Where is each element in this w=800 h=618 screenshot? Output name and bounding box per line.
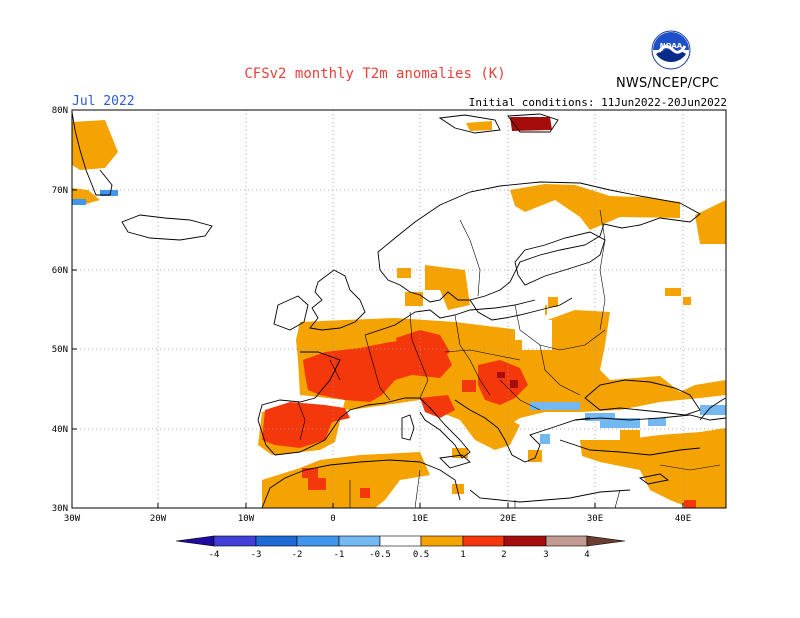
lat-label: 30N: [52, 504, 68, 514]
anomaly-fields: [72, 117, 726, 508]
lon-label: 0: [330, 514, 335, 524]
lon-label: 40E: [675, 514, 691, 524]
colorbar-swatch: [379, 535, 422, 547]
lon-label: 20W: [150, 514, 167, 524]
lon-label: 30E: [587, 514, 603, 524]
latitude-labels: 30N 40N 50N 60N 70N 80N: [52, 106, 68, 514]
axis-ticks: [71, 109, 684, 509]
colorbar-label: -1: [334, 550, 345, 560]
colorbar-swatch: [545, 535, 588, 547]
lon-label: 30W: [64, 514, 81, 524]
graticule: [72, 110, 726, 508]
noaa-logo-icon: NOAA: [651, 30, 691, 70]
agency-label: NWS/NCEP/CPC: [616, 76, 719, 91]
colorbar-label: -2: [292, 550, 303, 560]
longitude-labels: 30W 20W 10W 0 10E 20E 30E 40E: [64, 514, 691, 524]
lat-label: 60N: [52, 266, 68, 276]
lat-label: 70N: [52, 186, 68, 196]
colorbar-label: -0.5: [369, 550, 391, 560]
colorbar-label: 3: [543, 550, 548, 560]
map-frame: [71, 109, 727, 509]
lon-label: 20E: [500, 514, 516, 524]
colorbar-swatch: [255, 535, 298, 547]
lon-label: 10E: [412, 514, 428, 524]
lat-label: 50N: [52, 345, 68, 355]
lat-label: 80N: [52, 106, 68, 116]
colorbar-arrow-low: [175, 535, 215, 547]
forecast-month: Jul 2022: [72, 94, 135, 109]
colorbar-swatch: [296, 535, 340, 547]
colorbar-arrow-high: [586, 535, 626, 547]
colorbar-swatch: [338, 535, 381, 547]
initial-conditions: Initial conditions: 11Jun2022-20Jun2022: [468, 96, 727, 109]
colorbar-swatch: [213, 535, 257, 547]
colorbar-label: 2: [501, 550, 506, 560]
lon-label: 10W: [238, 514, 255, 524]
coastlines: [71, 111, 727, 509]
colorbar-label: 4: [584, 550, 589, 560]
colorbar-label: -3: [251, 550, 262, 560]
colorbar-swatch: [462, 535, 505, 547]
colorbar-swatch: [420, 535, 464, 547]
country-borders: [297, 209, 721, 509]
chart-title: CFSv2 monthly T2m anomalies (K): [244, 66, 506, 82]
colorbar: -4 -3 -2 -1 -0.5 0.5 1 2 3 4: [175, 535, 626, 560]
svg-text:NOAA: NOAA: [660, 42, 683, 50]
colorbar-swatch: [503, 535, 547, 547]
lat-label: 40N: [52, 425, 68, 435]
colorbar-label: 0.5: [413, 550, 429, 560]
colorbar-label: -4: [209, 550, 220, 560]
colorbar-label: 1: [460, 550, 465, 560]
